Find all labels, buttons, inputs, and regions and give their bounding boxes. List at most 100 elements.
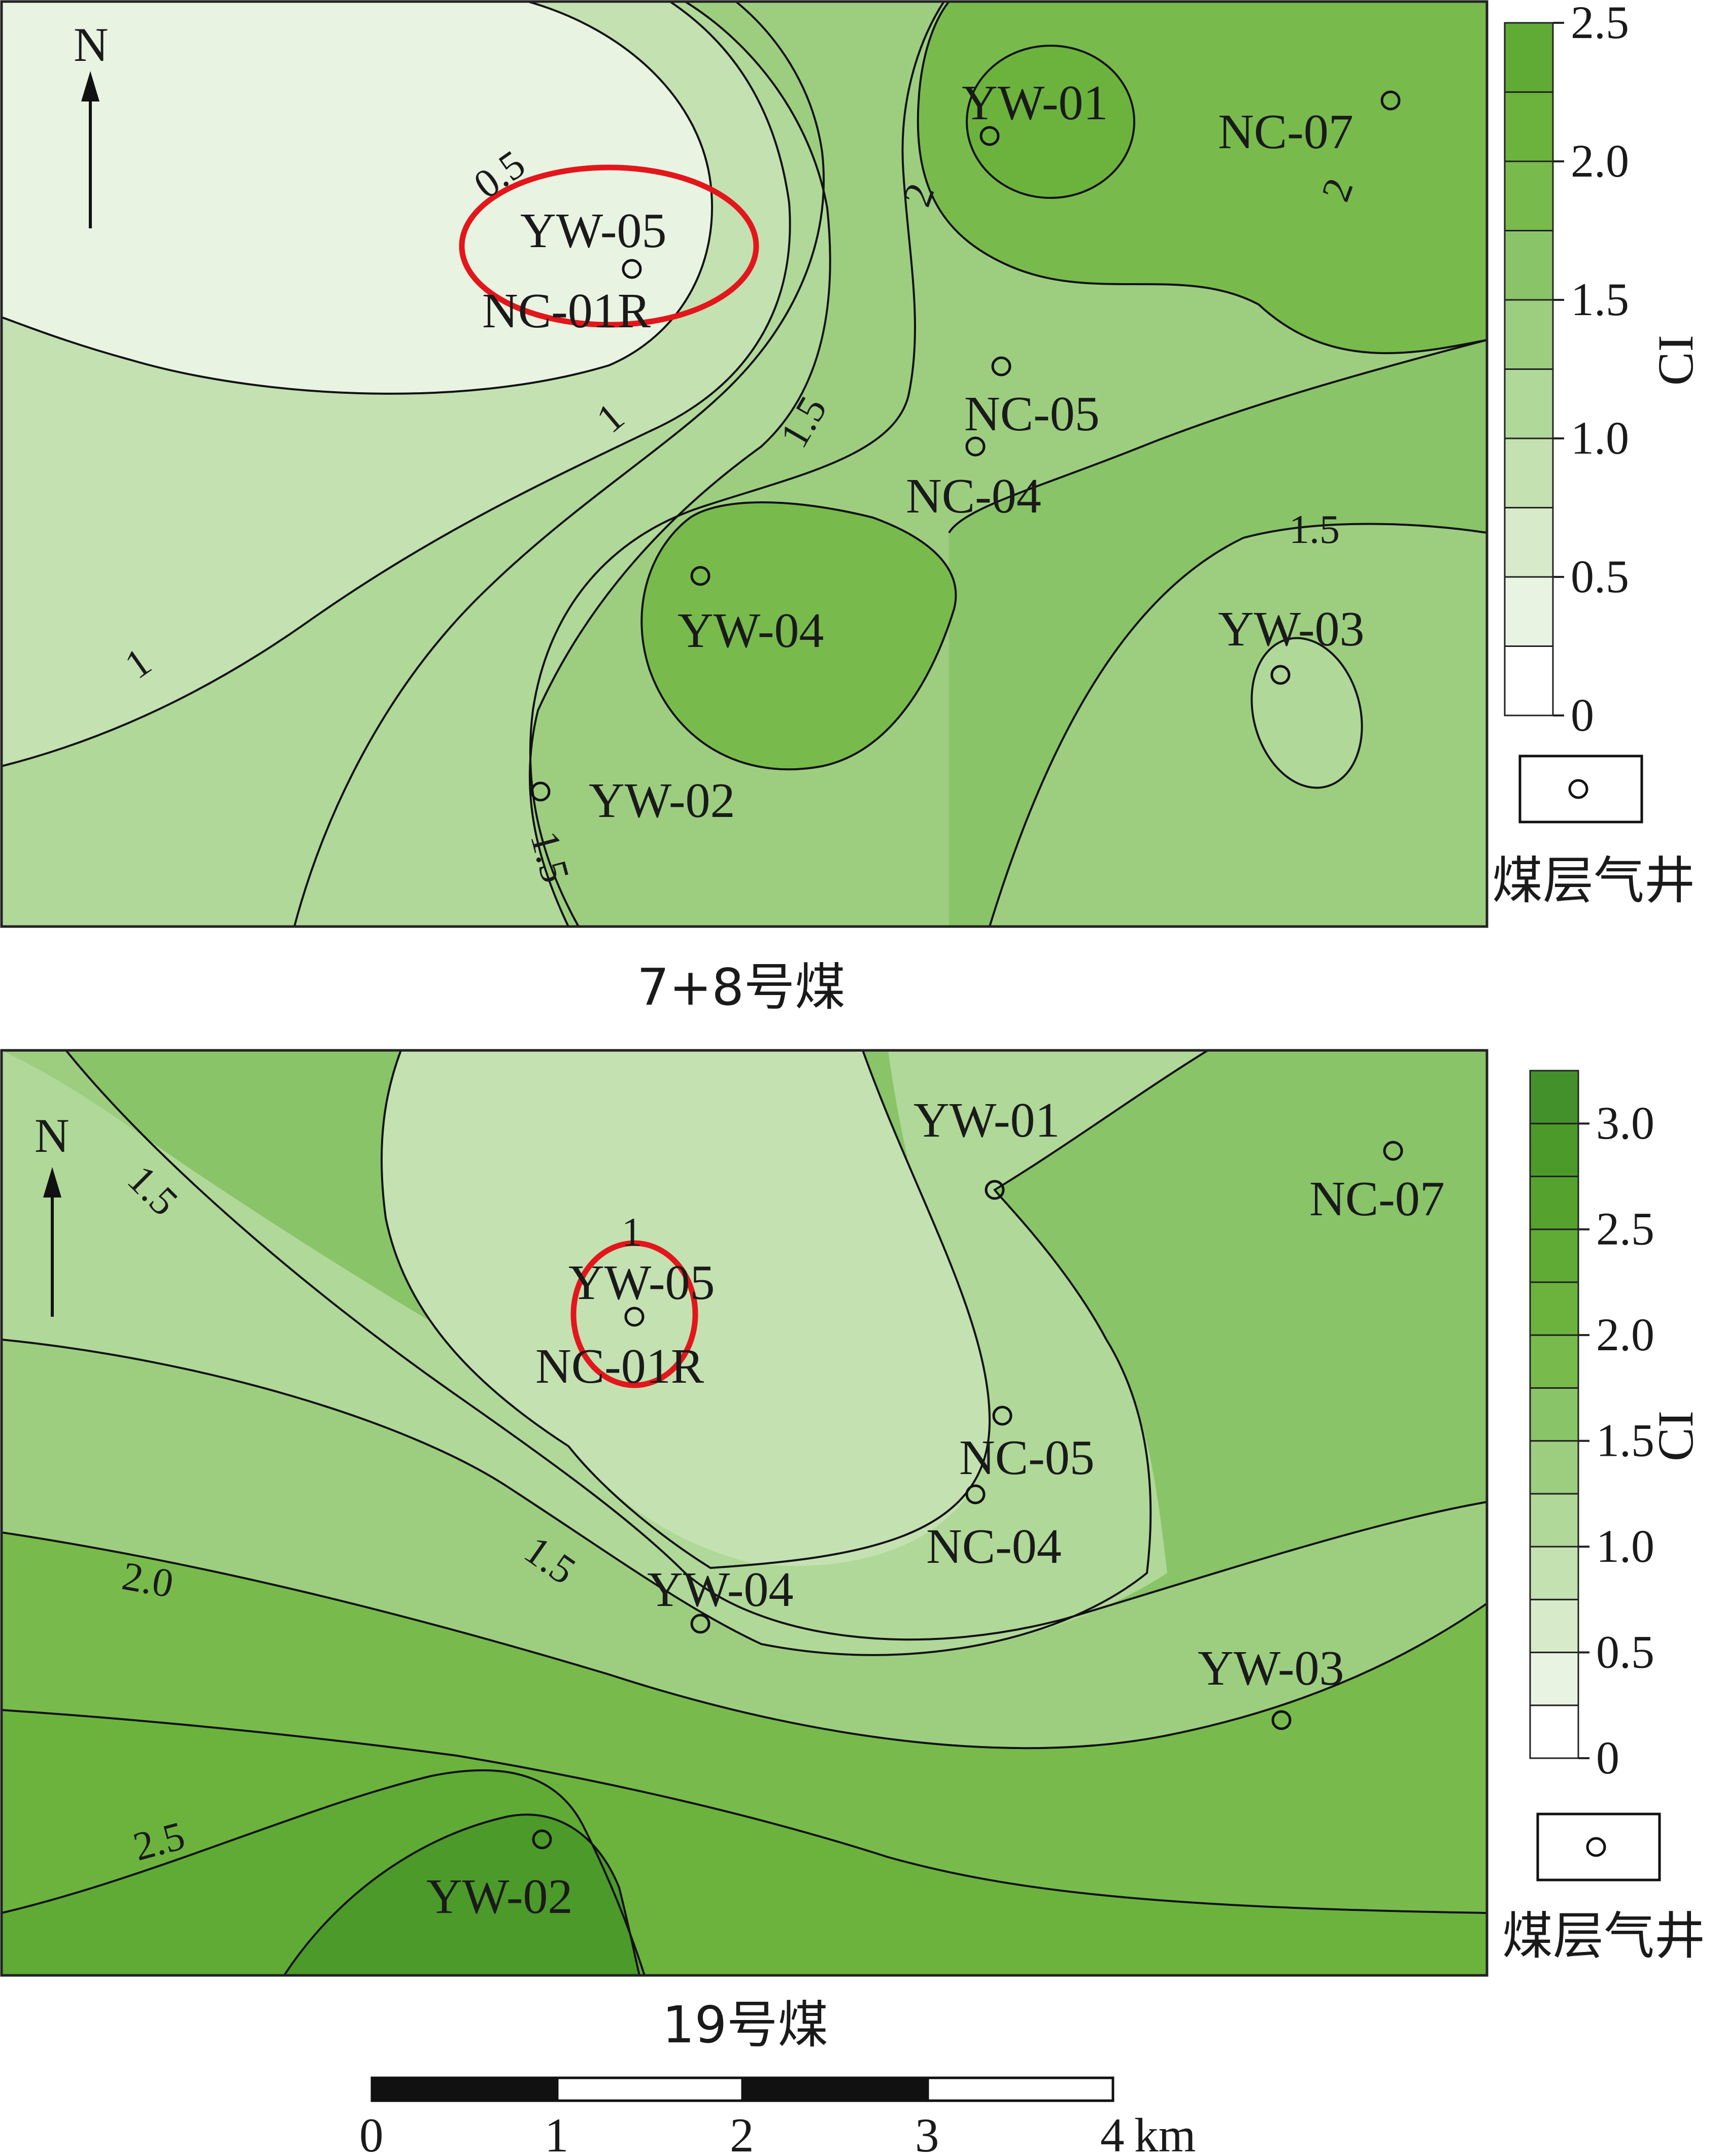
well-marker[interactable] [1380,90,1401,111]
scale-tick: 1 [545,2108,569,2156]
north-label: N [35,1109,70,1162]
legend-swatch [1504,645,1554,716]
well-marker[interactable] [530,781,551,802]
legend-swatch [1529,1704,1579,1759]
highlight-ring [570,1240,698,1388]
map-7-8: 0.5 1 1 1.5 1.5 1.5 2 2 YW-01 NC-07 YW-0… [0,0,1704,1017]
ci-zone-2.0-band [949,340,1487,927]
legend-well-box [1518,755,1643,824]
legend-swatch [1529,1546,1579,1600]
highlight-ring [459,164,759,328]
map-title: 19号煤 [662,1995,828,2055]
legend-tick-label: 0.5 [1596,1626,1654,1678]
contour-label: 1.5 [1289,507,1340,552]
legend-well-icon [1586,1837,1606,1857]
legend-19: 0 0.5 1.0 1.5 2.0 2.5 3.0 CI 煤层气井 [1502,1070,1705,1966]
well-label: YW-05 [568,1255,715,1310]
scale-tick: 4 [1100,2108,1125,2156]
legend-axis-label: CI [1647,1411,1704,1461]
scale-segment [372,2078,557,2101]
legend-swatch [1529,1228,1579,1283]
legend-color-ramp [1504,22,1554,716]
well-label: YW-04 [647,1562,794,1617]
ci-zone-0.5-1.0 [381,1050,990,1566]
well-label: NC-07 [1218,105,1353,159]
north-label: N [74,18,109,72]
legend-swatch [1529,1070,1579,1124]
contour-label: 1 [622,1210,642,1255]
legend-tick-label: 2.5 [1596,1203,1654,1255]
ci-zone-0-0.5 [2,2,713,394]
well-marker[interactable] [965,436,986,457]
legend-swatch [1504,230,1554,301]
well-label: NC-05 [964,387,1100,441]
legend-color-ramp [1529,1070,1579,1759]
legend-swatch [1504,437,1554,508]
well-marker[interactable] [1271,1710,1292,1730]
legend-swatch [1504,576,1554,647]
legend-tick-label: 1.0 [1571,412,1629,464]
ci-zone-2.0-2.5-center [641,502,956,770]
legend-axis-label: CI [1647,335,1704,386]
well-label: NC-05 [959,1430,1095,1485]
well-label: YW-02 [589,773,735,828]
legend-ticks: 0 0.5 1.0 1.5 2.0 2.5 [1553,0,1629,741]
scale-unit: km [1134,2108,1196,2156]
legend-swatch [1529,1281,1579,1336]
map-frame [0,0,1488,928]
legend-tick-label: 2.0 [1596,1309,1654,1360]
legend-swatch [1504,160,1554,231]
well-marker[interactable] [991,356,1011,377]
scale-tick: 3 [915,2108,939,2156]
legend-swatch [1529,1652,1579,1706]
legend-swatch [1504,91,1554,162]
well-marker[interactable] [690,566,710,586]
legend-well-box [1536,1812,1661,1881]
map-frame [0,1049,1488,1977]
north-arrow: N [74,18,109,228]
well-label: NC-04 [926,1519,1062,1574]
well-marker[interactable] [965,1484,986,1504]
legend-tick-label: 1.0 [1596,1520,1654,1572]
well-marker[interactable] [532,1829,552,1850]
ci-zone-2.5-yw01 [967,46,1134,198]
scale-segment [556,2076,744,2102]
legend-swatch [1529,1122,1579,1177]
legend-swatch [1529,1387,1579,1442]
well-label: YW-05 [520,203,667,258]
legend-swatch [1504,368,1554,439]
legend-tick-label: 1.5 [1596,1415,1654,1466]
contour-label: 2.0 [119,1554,177,1606]
well-label: NC-07 [1309,1172,1445,1226]
ci-zone-yw02 [284,1815,639,1975]
legend-swatch [1504,299,1554,370]
well-marker[interactable] [979,126,1000,146]
well-marker[interactable] [985,1180,1005,1200]
scale-tick: 0 [359,2108,384,2156]
well-label: YW-01 [962,76,1108,130]
well-marker[interactable] [690,1614,710,1634]
well-label: YW-03 [1218,602,1365,657]
legend-swatch [1504,507,1554,578]
scale-segment [926,2076,1114,2102]
well-label: YW-01 [913,1093,1060,1148]
well-marker[interactable] [622,259,642,279]
well-label: YW-04 [678,603,824,658]
legend-swatch [1529,1598,1579,1654]
well-label: NC-04 [906,469,1041,524]
well-marker[interactable] [1270,665,1291,685]
scale-segment [742,2078,928,2101]
legend-tick-label: 0.5 [1571,551,1629,602]
legend-well-icon [1568,779,1588,799]
well-marker[interactable] [624,1307,645,1327]
legend-tick-label: 2.5 [1571,0,1629,48]
well-label: YW-02 [426,1869,573,1924]
legend-tick-label: 3.0 [1596,1097,1654,1149]
well-marker[interactable] [992,1406,1012,1426]
legend-swatch [1504,22,1554,93]
map-19: 1 1.5 1.5 2.0 2.5 YW-01 NC-07 YW-05 NC-0… [0,1049,1705,2055]
legend-tick-label: 2.0 [1571,135,1629,187]
scale-bar: 0 1 2 3 4 km [359,2076,1196,2156]
well-marker[interactable] [1383,1141,1403,1161]
